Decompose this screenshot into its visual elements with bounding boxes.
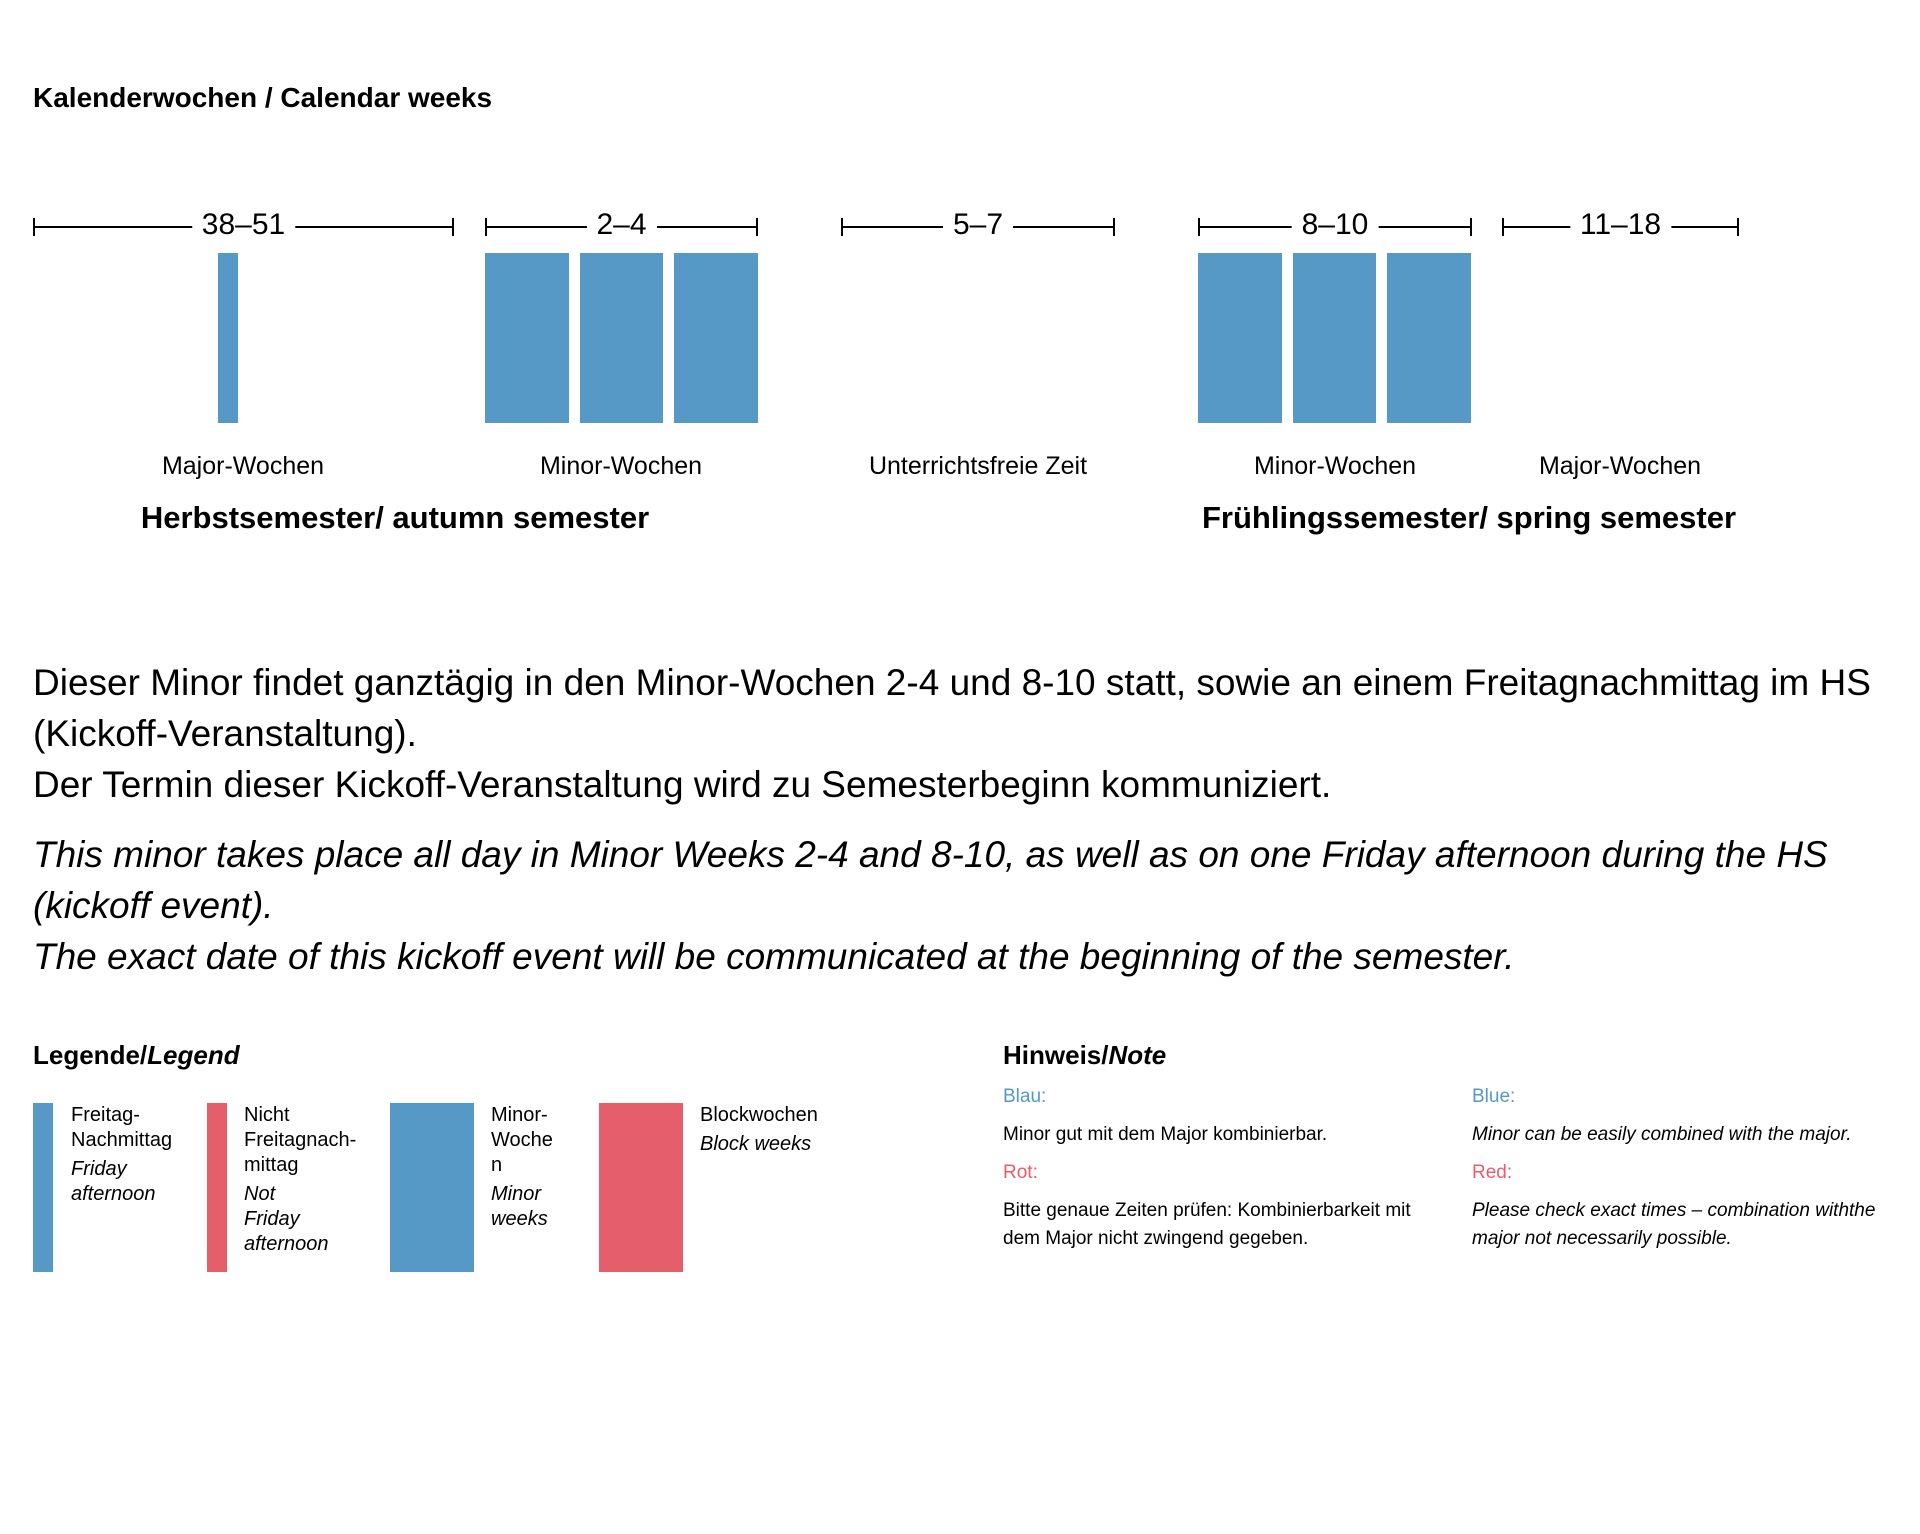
week-range-2-4: 2–4 xyxy=(485,208,758,242)
legend-swatch-not-friday-afternoon xyxy=(207,1103,227,1272)
note-red-label: Rot: xyxy=(1003,1162,1038,1183)
range-label: 11–18 xyxy=(1569,208,1672,242)
legend-label-de: Minor-Wochen xyxy=(491,1104,553,1176)
calendar-title: Kalenderwochen / Calendar weeks xyxy=(33,82,493,113)
legend-title-en: Legend xyxy=(147,1040,240,1070)
note-blue-label: Blue: xyxy=(1472,1086,1516,1107)
week-range-8-10: 8–10 xyxy=(1198,208,1472,242)
legend-label-de: Freitag-Nachmittag xyxy=(71,1104,173,1151)
description-german: Dieser Minor findet ganztägig in den Min… xyxy=(33,657,1903,810)
description-line: The exact date of this kickoff event wil… xyxy=(33,936,1515,977)
week-range-38-51: 38–51 xyxy=(33,208,454,242)
range-label: 5–7 xyxy=(942,208,1014,242)
legend-label-en: Minor weeks xyxy=(491,1183,548,1230)
minor-week-bar xyxy=(1293,253,1376,423)
range-label: 2–4 xyxy=(586,208,657,242)
minor-week-bar xyxy=(1198,253,1282,423)
legend-item: Freitag-Nachmittag Friday afternoon xyxy=(71,1103,191,1211)
note-german: Blau: Minor gut mit dem Major kombinierb… xyxy=(1003,1083,1423,1263)
period-label: Major-Wochen xyxy=(1538,452,1702,480)
week-range-11-18: 11–18 xyxy=(1502,208,1739,242)
note-blue-label: Blau: xyxy=(1003,1086,1047,1107)
note-red-text: Bitte genaue Zeiten prüfen: Kombinierbar… xyxy=(1003,1200,1411,1249)
description-line: This minor takes place all day in Minor … xyxy=(33,834,1828,926)
autumn-semester-label: Herbstsemester/ autumn semester xyxy=(140,500,650,535)
minor-week-bar xyxy=(485,253,569,423)
period-label: Unterrichtsfreie Zeit xyxy=(868,452,1088,480)
note-title: Hinweis/Note xyxy=(1003,1040,1166,1071)
period-label: Minor-Wochen xyxy=(539,452,703,480)
legend-label-en: Not Friday afternoon xyxy=(244,1183,329,1255)
range-label: 8–10 xyxy=(1291,208,1379,242)
note-title-en: Note xyxy=(1108,1040,1167,1070)
description-line: Dieser Minor findet ganztägig in den Min… xyxy=(33,662,1871,754)
legend-label-en: Friday afternoon xyxy=(71,1158,156,1205)
description-english: This minor takes place all day in Minor … xyxy=(33,829,1903,982)
week-range-5-7: 5–7 xyxy=(841,208,1115,242)
minor-week-bar xyxy=(674,253,758,423)
legend-label-de: Nicht Freitagnach-mittag xyxy=(244,1104,357,1176)
note-english: Blue: Minor can be easily combined with … xyxy=(1472,1083,1912,1263)
legend-swatch-block-weeks xyxy=(599,1103,683,1272)
legend-item: Blockwochen Block weeks xyxy=(700,1103,860,1161)
note-red-text: Please check exact times – combination w… xyxy=(1472,1200,1876,1249)
note-blue-text: Minor gut mit dem Major kombinierbar. xyxy=(1003,1124,1328,1145)
description-line: Der Termin dieser Kickoff-Veranstaltung … xyxy=(33,764,1332,805)
legend-swatch-friday-afternoon xyxy=(33,1103,53,1272)
legend-label-en: Block weeks xyxy=(700,1133,812,1155)
spring-semester-label: Frühlingssemester/ spring semester xyxy=(1201,500,1737,535)
note-title-de: Hinweis/ xyxy=(1003,1040,1109,1070)
legend-item: Minor-Wochen Minor weeks xyxy=(491,1103,571,1236)
period-label: Major-Wochen xyxy=(161,452,325,480)
legend-label-de: Blockwochen xyxy=(700,1104,818,1126)
legend-item: Nicht Freitagnach-mittag Not Friday afte… xyxy=(244,1103,374,1261)
minor-week-bar xyxy=(1387,253,1471,423)
legend-swatch-minor-weeks xyxy=(390,1103,474,1272)
range-label: 38–51 xyxy=(191,208,296,242)
minor-week-bar xyxy=(580,253,663,423)
note-blue-text: Minor can be easily combined with the ma… xyxy=(1472,1124,1852,1145)
legend-title-de: Legende/ xyxy=(33,1040,148,1070)
legend-title: Legende/Legend xyxy=(33,1040,240,1071)
friday-afternoon-bar xyxy=(218,253,238,423)
period-label: Minor-Wochen xyxy=(1253,452,1417,480)
note-red-label: Red: xyxy=(1472,1162,1513,1183)
